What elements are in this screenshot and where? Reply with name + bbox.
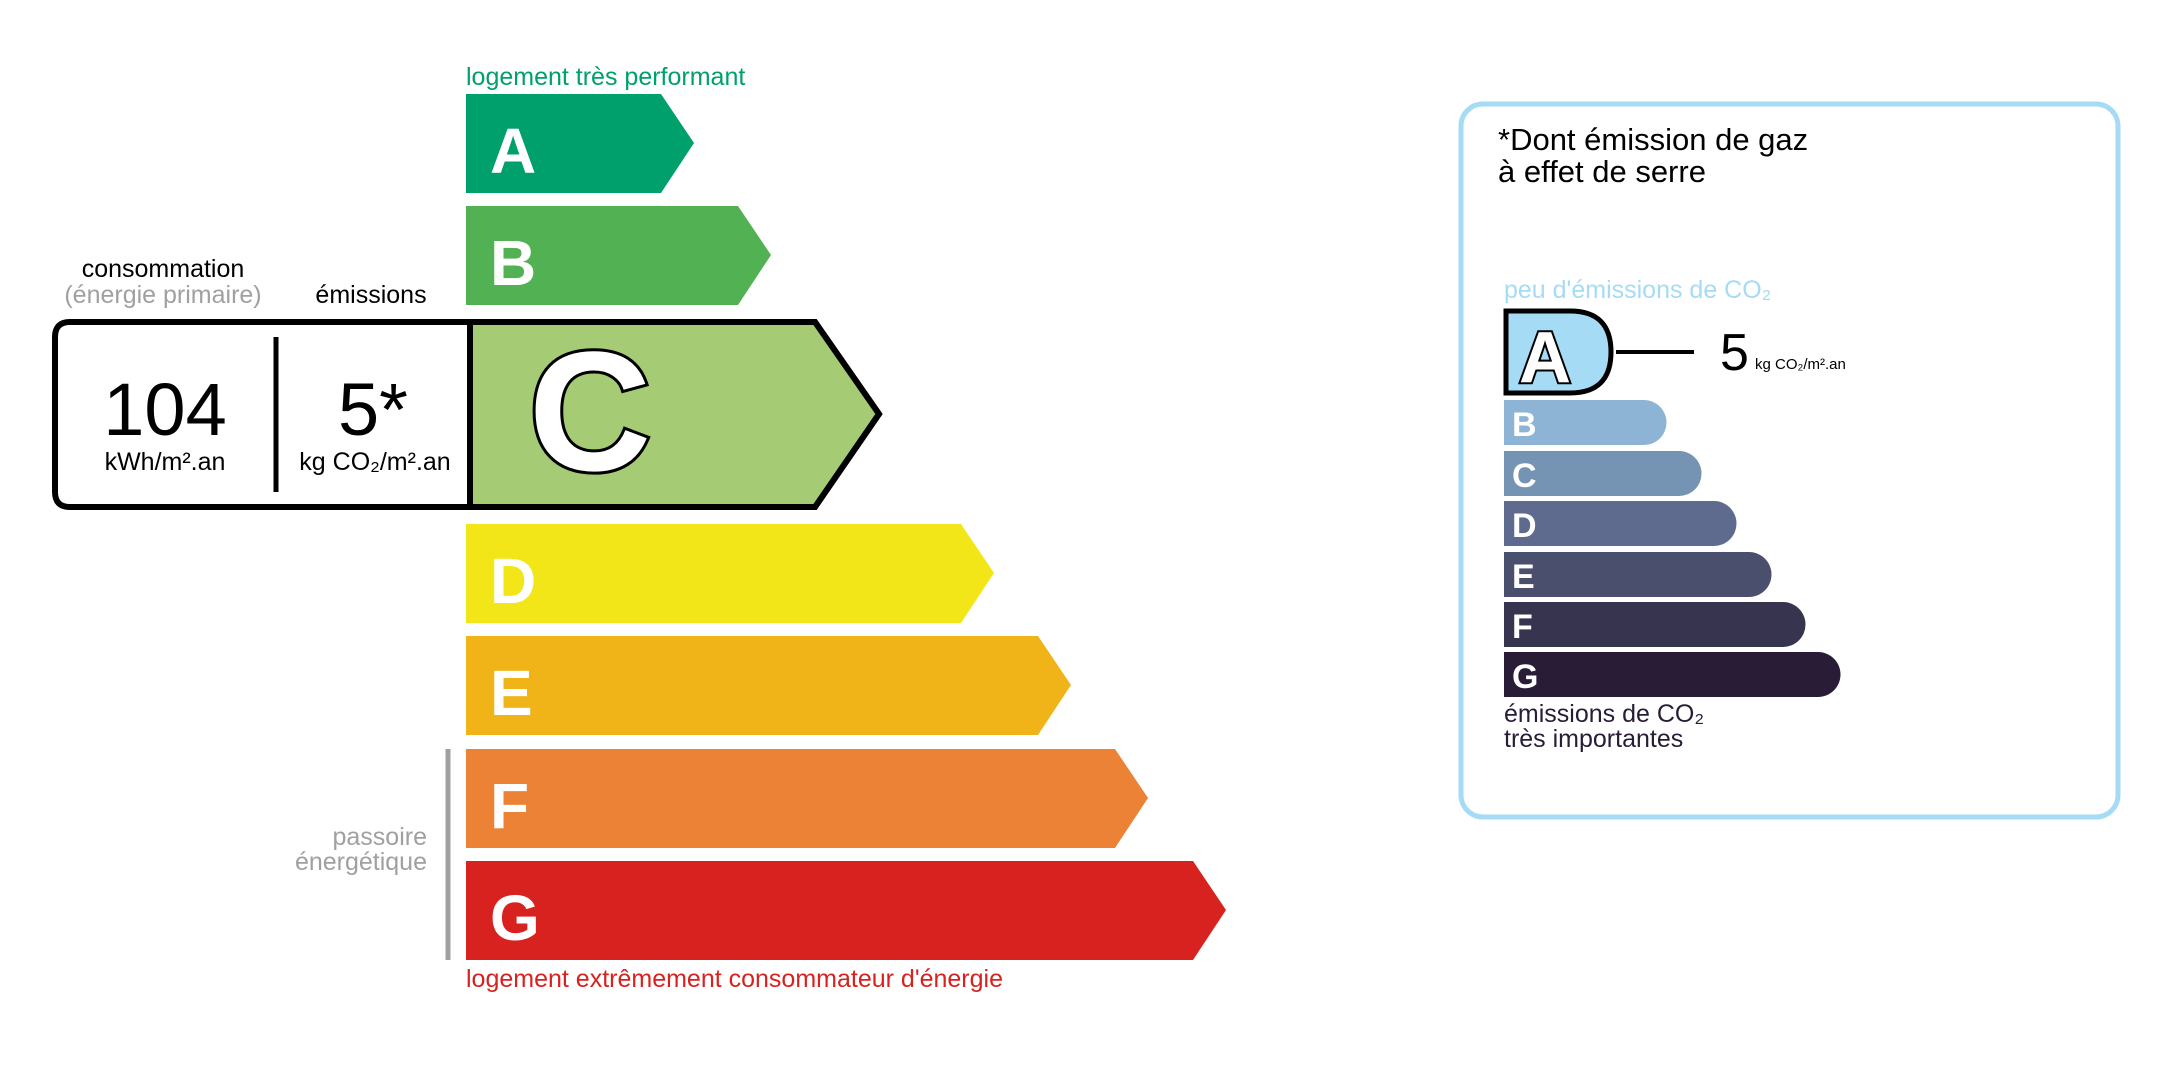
consumption-unit: kWh/m².an xyxy=(105,448,226,476)
ges-unit: kg CO₂/m².an xyxy=(1755,356,1846,373)
ges-letter-d: D xyxy=(1512,507,1537,545)
energy-current-indicator: C 104 kWh/m².an 5* kg CO₂/m².an xyxy=(52,314,883,510)
ges-bar-e: E xyxy=(1504,552,1772,597)
energy-bar-b: B xyxy=(466,206,771,305)
ges-current-letter: A xyxy=(1519,318,1571,398)
passoire-label-1: passoire xyxy=(333,823,428,851)
ges-letter-f: F xyxy=(1512,608,1533,646)
ges-letter-c: C xyxy=(1512,457,1537,495)
ges-bar-d: D xyxy=(1504,501,1737,546)
energy-letter-b: B xyxy=(490,227,536,299)
energy-bar-e: E xyxy=(466,636,1071,735)
energy-bottom-label: logement extrêmement consommateur d'éner… xyxy=(466,965,1003,993)
energy-top-label: logement très performant xyxy=(466,63,745,91)
ges-bar-f: F xyxy=(1504,602,1806,647)
ges-top-label: peu d'émissions de CO₂ xyxy=(1504,276,1771,304)
ges-bottom-label-1: émissions de CO₂ xyxy=(1504,700,1704,728)
energy-letter-a: A xyxy=(490,115,536,187)
ges-title-1: *Dont émission de gaz xyxy=(1498,122,1808,157)
consumption-subheader: (énergie primaire) xyxy=(64,281,261,309)
energy-letter-g: G xyxy=(490,882,540,954)
energy-current-letter: C xyxy=(529,317,652,507)
consumption-value: 104 xyxy=(103,368,226,451)
energy-bar-d: D xyxy=(466,524,994,623)
ges-panel: *Dont émission de gaz à effet de serre p… xyxy=(1458,101,2121,820)
energy-letter-d: D xyxy=(490,545,536,617)
passoire-label-2: énergétique xyxy=(295,848,427,876)
energy-bar-a: A xyxy=(466,94,694,193)
energy-bar-g: G xyxy=(466,861,1226,960)
energy-letter-e: E xyxy=(490,657,533,729)
ges-title-2: à effet de serre xyxy=(1498,154,1706,189)
energy-letter-f: F xyxy=(490,770,529,842)
ges-bar-b: B xyxy=(1504,400,1667,445)
ges-value: 5 xyxy=(1720,324,1749,382)
ges-bottom-label-2: très importantes xyxy=(1504,725,1683,753)
ges-letter-b: B xyxy=(1512,406,1537,444)
emissions-value: 5* xyxy=(338,368,408,451)
emissions-header: émissions xyxy=(315,281,426,309)
energy-bar-f: F xyxy=(466,749,1148,848)
ges-letter-e: E xyxy=(1512,558,1535,596)
emissions-unit: kg CO₂/m².an xyxy=(299,448,450,476)
ges-bar-c: C xyxy=(1504,451,1702,496)
ges-bar-g: G xyxy=(1504,652,1841,697)
consumption-header: consommation xyxy=(82,255,245,283)
ges-letter-g: G xyxy=(1512,658,1538,696)
ges-bar-a-current: A 5 kg CO₂/m².an xyxy=(1503,308,1846,400)
